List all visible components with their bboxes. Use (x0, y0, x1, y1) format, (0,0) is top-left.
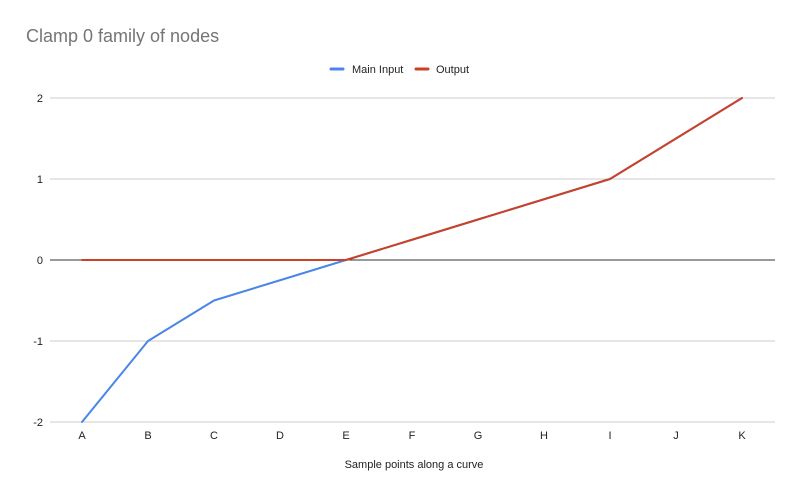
legend-label-output: Output (436, 64, 469, 76)
chart-title: Clamp 0 family of nodes (26, 26, 219, 46)
y-tick-label: -1 (33, 336, 43, 348)
x-tick-label: A (78, 430, 86, 442)
x-tick-label: G (474, 430, 483, 442)
y-tick-label: 1 (37, 174, 43, 186)
x-tick-label: D (276, 430, 284, 442)
y-tick-label: 0 (37, 255, 43, 267)
x-tick-label: F (409, 430, 416, 442)
y-tick-label: 2 (37, 93, 43, 105)
legend-label-main-input: Main Input (352, 64, 403, 76)
x-axis-tick-labels: A B C D E F G H I J K (78, 430, 746, 442)
x-tick-label: C (210, 430, 218, 442)
x-tick-label: H (540, 430, 548, 442)
y-axis-tick-labels: 2 1 0 -1 -2 (33, 93, 43, 429)
x-tick-label: J (673, 430, 679, 442)
x-tick-label: K (738, 430, 746, 442)
x-tick-label: E (342, 430, 349, 442)
x-tick-label: B (144, 430, 151, 442)
legend-item-main-input[interactable]: Main Input (329, 64, 403, 76)
y-tick-label: -2 (33, 417, 43, 429)
legend: Main Input Output (329, 64, 469, 76)
x-axis-title: Sample points along a curve (345, 459, 484, 471)
legend-item-output[interactable]: Output (414, 64, 469, 76)
x-tick-label: I (608, 430, 611, 442)
series-lines (81, 97, 743, 423)
series-output (81, 97, 743, 261)
